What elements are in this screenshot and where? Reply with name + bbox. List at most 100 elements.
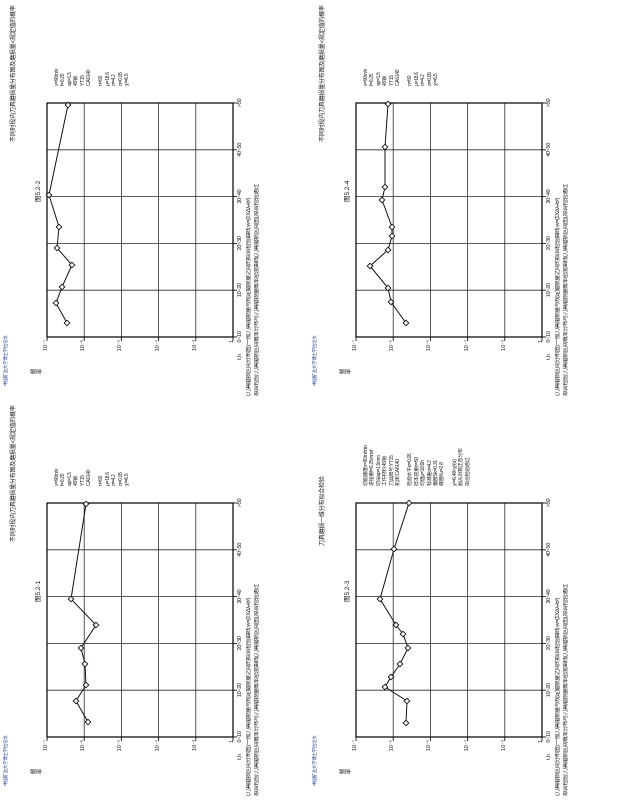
y-axis-title: 频率 <box>30 770 42 776</box>
caption-line: (刀具磨损区间分布图):一般刀具磨损量与规定磨损量之间的拟合检验曲线 w=(ΣX… <box>246 598 252 796</box>
x-tick-label: 30~40 <box>546 589 552 604</box>
y-tick-label: 1 <box>229 740 235 744</box>
legend-line: χ²=6.5 <box>433 73 440 86</box>
y-tick-label: 1 <box>538 740 544 744</box>
chart-title: 刀具磨损一维分布拟合检验 <box>320 476 326 546</box>
x-tick-label: 30~40 <box>237 189 243 204</box>
y-tick-label: 10⁻⁷ <box>352 740 358 752</box>
x-tick-label: >50 <box>237 498 243 508</box>
legend: v=90m/s f=0.25 ap=1.5 45钢 YT15 CA6140 n=50 μ=18… <box>54 452 136 486</box>
figure-number-label: 图5.2-1 <box>35 580 42 602</box>
caption-line: 拟合检验:刀具磨损区间概率分布与刀具磨损量概率密度曲线(刀具磨损区间图),拟合检… <box>253 184 260 396</box>
data-point-marker <box>63 319 71 327</box>
x-tick-label: 10~20 <box>546 683 552 698</box>
legend: v=90m/s f=0.25 ap=1.5 45钢 YT15 CA6140 n=50 μ=18… <box>363 52 445 86</box>
y-tick-label: 10⁻⁷ <box>352 340 358 352</box>
x-tick-label: 10~20 <box>237 683 243 698</box>
data-point-marker <box>387 673 395 681</box>
legend-line: χ²=6.5 <box>124 473 131 486</box>
data-point-marker <box>403 697 411 705</box>
x-tick-label: 10~20 <box>237 283 243 298</box>
caption-line: (刀具磨损区间分布图):一般刀具磨损量与规定磨损量之间的拟合检验曲线 w=(ΣX… <box>555 598 561 796</box>
y-tick-label: 10⁻³ <box>500 740 507 751</box>
data-point-marker <box>384 100 392 108</box>
data-point-marker <box>55 223 63 231</box>
y-tick-label: 10⁻³ <box>500 340 507 351</box>
x-tick-label: 20~30 <box>237 636 243 651</box>
data-point-marker <box>381 683 389 691</box>
data-point-marker <box>77 644 85 652</box>
legend-line: 机床:CA6140 <box>395 459 402 486</box>
chart-title: 不同时段内刀具磨损量分布图及磨损量<规定值的概率 <box>320 5 326 142</box>
x-axis-unit-label: t,h <box>237 353 243 360</box>
x-tick-label: 0~10 <box>237 331 243 343</box>
y-tick-label: 10⁻⁴ <box>154 740 161 752</box>
chart-block-3: 中国矿业大学博士学位论文 刀具磨损一维分布拟合检验 图5.2-3 频率 t,h … <box>309 400 618 800</box>
data-point-marker <box>384 284 392 292</box>
header-stamp: 中国矿业大学博士学位论文 <box>3 735 8 786</box>
data-point-marker <box>53 244 61 252</box>
x-axis-unit-label: t,h <box>546 753 552 760</box>
x-tick-label: 40~50 <box>546 542 552 557</box>
legend-line: CA6140 <box>86 69 93 86</box>
legend-line: 拟合检验通过 <box>464 457 471 486</box>
plot-area <box>355 100 546 341</box>
x-tick-label: 0~10 <box>546 331 552 343</box>
x-tick-label: 40~50 <box>237 142 243 157</box>
figure-caption: (刀具磨损区间分布图):一般刀具磨损量与规定磨损量之间的拟合检验曲线 w=(ΣX… <box>555 100 570 396</box>
data-point-marker <box>45 191 53 199</box>
y-axis-title: 频率 <box>30 370 42 376</box>
data-point-marker <box>387 298 395 306</box>
y-tick-label: 10⁻⁵ <box>426 740 433 752</box>
header-stamp: 中国矿业大学博士学位论文 <box>3 335 8 386</box>
legend-line: 峰度Ku=2.8 <box>439 462 446 486</box>
data-point-marker <box>388 223 396 231</box>
y-tick-label: 10⁻³ <box>191 340 198 351</box>
data-point-marker <box>92 621 100 629</box>
x-tick-label: 20~30 <box>546 236 552 251</box>
header-stamp: 中国矿业大学博士学位论文 <box>312 735 317 786</box>
data-point-marker <box>378 196 386 204</box>
chart-block-4: 中国矿业大学博士学位论文 不同时段内刀具磨损量分布图及磨损量<规定值的概率 图5… <box>309 0 618 400</box>
data-point-marker <box>396 660 404 668</box>
figure-number-label: 图5.2-3 <box>344 580 351 602</box>
data-point-marker <box>58 283 66 291</box>
data-point-marker <box>68 261 76 269</box>
figure-caption: (刀具磨损区间分布图):一般刀具磨损量与规定磨损量之间的拟合检验曲线 w=(ΣX… <box>246 500 261 796</box>
data-point-marker <box>402 319 410 327</box>
figure-number-label: 图5.2-2 <box>35 180 42 202</box>
data-point-marker <box>366 262 374 270</box>
data-point-marker <box>388 232 396 240</box>
y-tick-label: 10⁻⁷ <box>43 740 49 752</box>
x-axis-unit-label: t,h <box>546 353 552 360</box>
caption-line: 拟合检验:刀具磨损区间概率分布与刀具磨损量概率密度曲线(刀具磨损区间图),拟合检… <box>562 584 569 796</box>
y-tick-label: 10⁻⁴ <box>463 740 470 752</box>
x-tick-label: 20~30 <box>237 236 243 251</box>
x-tick-label: 20~30 <box>546 636 552 651</box>
legend-group: 检验水平α=0.05 样本容量n=50 均值μ=18.6h 标准差σ=4.2 偏度Sk=… <box>407 432 445 486</box>
caption-line: 拟合检验:刀具磨损区间概率分布与刀具磨损量概率密度曲线(刀具磨损区间图),拟合检… <box>253 584 260 796</box>
x-tick-label: 30~40 <box>237 589 243 604</box>
legend-group: n=50 μ=18.6 σ=4.2 α=0.05 χ²=6.5 <box>98 452 130 486</box>
header-stamp: 中国矿业大学博士学位论文 <box>312 335 317 386</box>
data-point-marker <box>381 183 389 191</box>
x-tick-label: 0~10 <box>546 731 552 743</box>
caption-line: 拟合检验:刀具磨损区间概率分布与刀具磨损量概率密度曲线(刀具磨损区间图),拟合检… <box>562 184 569 396</box>
legend-group: 切削速度v=90m/min 进给量f=0.25mm/r 切深ap=1.5mm 工件材料… <box>363 432 401 486</box>
chart-title: 不同时段内刀具磨损量分布图及磨损量<规定值的概率 <box>11 5 17 142</box>
caption-line: (刀具磨损区间分布图):一般刀具磨损量与规定磨损量之间的拟合检验曲线 w=(ΣX… <box>246 198 252 396</box>
data-point-marker <box>82 681 90 689</box>
data-point-marker <box>405 499 413 507</box>
figure-caption: (刀具磨损区间分布图):一般刀具磨损量与规定磨损量之间的拟合检验曲线 w=(ΣX… <box>246 100 261 396</box>
legend-group: χ²=6.48<χ²(α) 服从对数正态分布 拟合检验通过 <box>452 432 471 486</box>
data-point-marker <box>64 101 72 109</box>
figure-caption: (刀具磨损区间分布图):一般刀具磨损量与规定磨损量之间的拟合检验曲线 w=(ΣX… <box>555 500 570 796</box>
data-point-marker <box>392 621 400 629</box>
y-tick-label: 10⁻⁶ <box>389 740 396 752</box>
x-tick-label: 0~10 <box>237 731 243 743</box>
data-point-marker <box>376 595 384 603</box>
y-axis-title: 频率 <box>339 370 351 376</box>
legend: 切削速度v=90m/min 进给量f=0.25mm/r 切深ap=1.5mm 工件材料… <box>363 432 477 486</box>
x-axis-unit-label: t,h <box>237 753 243 760</box>
